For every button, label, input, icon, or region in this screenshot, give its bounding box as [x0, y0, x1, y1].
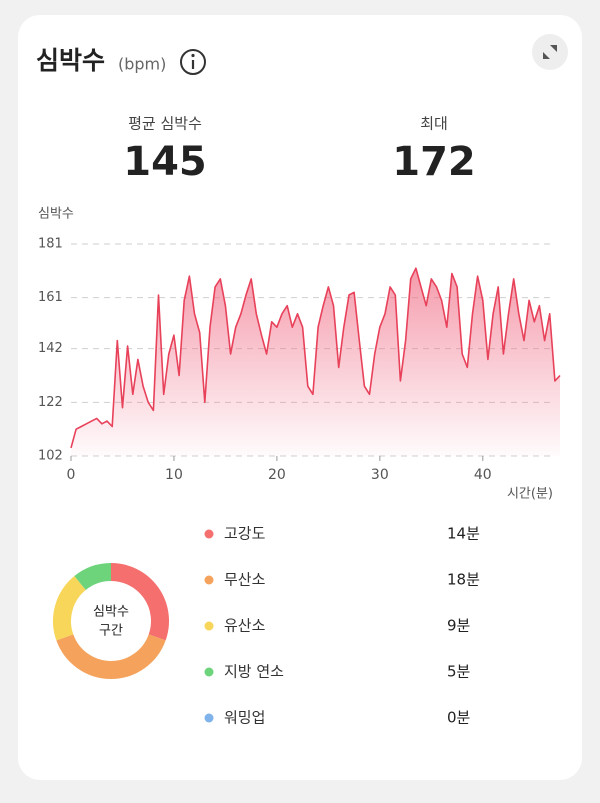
donut-segment — [110, 563, 169, 641]
x-tick-label: 30 — [371, 467, 389, 483]
y-tick-label: 161 — [38, 290, 63, 305]
stat-label: 평균 심박수 — [128, 115, 202, 133]
legend-dot — [204, 667, 214, 677]
legend-label: 워밍업 — [224, 709, 265, 727]
y-tick-label: 122 — [38, 395, 63, 410]
legend-label: 고강도 — [224, 525, 266, 543]
y-axis-label: 심박수 — [38, 207, 74, 222]
x-axis-label: 시간(분) — [507, 487, 553, 502]
zone-minutes: 18분 — [447, 571, 480, 589]
y-tick-label: 181 — [38, 237, 63, 252]
donut-segment — [56, 634, 166, 679]
stat-value: 172 — [392, 139, 476, 185]
y-tick-label: 102 — [38, 449, 63, 464]
stat-label: 최대 — [420, 115, 448, 133]
x-tick-label: 20 — [268, 467, 286, 483]
x-tick-label: 0 — [67, 467, 76, 483]
legend-label: 지방 연소 — [224, 663, 284, 681]
donut-segment — [74, 563, 112, 591]
unit: (bpm) — [118, 55, 166, 74]
legend-dot — [204, 621, 214, 631]
stat-value: 145 — [123, 139, 207, 185]
zone-minutes: 9분 — [447, 617, 471, 635]
zone-minutes: 0분 — [447, 709, 471, 727]
line — [70, 267, 561, 449]
x-tick-label: 10 — [165, 467, 183, 483]
donut-center-label: 구간 — [99, 624, 123, 639]
donut-center-label: 심박수 — [93, 605, 129, 620]
legend-dot — [204, 713, 214, 723]
zone-minutes: 14분 — [447, 525, 480, 543]
title: 심박수 — [36, 46, 105, 75]
zone-minutes: 5분 — [447, 663, 471, 681]
y-tick-label: 142 — [38, 341, 63, 356]
info-button[interactable] — [180, 49, 206, 75]
donut-segment — [53, 576, 87, 641]
legend-dot — [204, 575, 214, 585]
legend-label: 무산소 — [224, 571, 266, 589]
legend-label: 유산소 — [224, 617, 266, 635]
x-tick-label: 40 — [474, 467, 492, 483]
legend-dot — [204, 529, 214, 539]
expand-button[interactable] — [532, 34, 568, 70]
